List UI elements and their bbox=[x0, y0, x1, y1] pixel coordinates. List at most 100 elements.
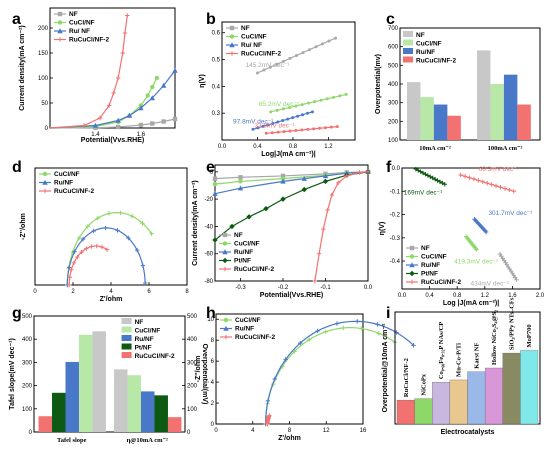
data-point bbox=[154, 75, 160, 81]
data-point bbox=[310, 110, 314, 114]
chart-a: 1.4 1.6 0 50 100 150 200 Potential(Vvs.RHE) Curr… bbox=[19, 7, 178, 144]
y-tick-label: 200 bbox=[388, 119, 399, 125]
data-point bbox=[125, 13, 130, 18]
legend-label: RuCuCl/NF-2 bbox=[241, 51, 281, 58]
bar bbox=[520, 350, 539, 425]
data-point bbox=[329, 192, 335, 198]
x-tick-label: 6 bbox=[147, 289, 151, 295]
data-point bbox=[474, 247, 479, 252]
x-tick-label: 16 bbox=[360, 428, 367, 434]
data-point bbox=[280, 173, 286, 179]
data-point bbox=[344, 173, 349, 179]
data-point bbox=[483, 229, 489, 235]
panel-label-h: h bbox=[206, 305, 216, 322]
data-point bbox=[120, 50, 125, 56]
legend-label: NF bbox=[241, 25, 250, 32]
data-point bbox=[430, 175, 435, 181]
legend-swatch bbox=[121, 326, 132, 333]
y2-tick-label: 100 bbox=[187, 407, 198, 413]
data-point bbox=[89, 244, 94, 249]
y-tick-label: -0.2 bbox=[390, 213, 401, 219]
x-axis-label: Electrocatalysts bbox=[441, 429, 495, 436]
y-tick-label: 50 bbox=[41, 101, 48, 107]
data-point bbox=[115, 75, 121, 81]
data-point bbox=[498, 184, 503, 190]
data-point bbox=[292, 349, 297, 354]
chart-c: 100 200 300 400 500 600 700 Overpotential(mv) 10… bbox=[375, 26, 541, 152]
data-point bbox=[275, 108, 279, 112]
data-point bbox=[306, 127, 310, 131]
legend-marker bbox=[57, 28, 63, 34]
data-point bbox=[305, 111, 309, 115]
legend-label: CuCl/NF bbox=[416, 41, 442, 48]
data-point bbox=[294, 129, 298, 133]
bar bbox=[477, 50, 491, 140]
legend-label: CuCl/NF bbox=[421, 254, 447, 261]
legend-swatch bbox=[403, 31, 413, 37]
data-point bbox=[280, 176, 286, 181]
category-label: Co₀.₆₈Fe₀.₃₂P NAs/CP bbox=[438, 322, 445, 379]
data-point bbox=[94, 243, 99, 249]
x-tick-label: 8 bbox=[185, 289, 189, 295]
y-tick-label: 200 bbox=[22, 384, 33, 390]
data-point bbox=[104, 247, 110, 252]
legend-label: RuCuCl/NF-2 bbox=[235, 334, 275, 341]
data-point bbox=[212, 237, 218, 243]
data-point bbox=[288, 56, 292, 60]
legend-swatch bbox=[121, 352, 132, 358]
data-point bbox=[126, 112, 133, 118]
data-point bbox=[298, 340, 303, 346]
legend-marker bbox=[42, 179, 48, 185]
plot-frame bbox=[401, 167, 541, 290]
data-point bbox=[325, 97, 329, 101]
data-point bbox=[471, 176, 477, 182]
legend-label: NF bbox=[421, 245, 430, 252]
data-point bbox=[281, 107, 285, 111]
panel-label-c: c bbox=[386, 11, 395, 28]
data-point bbox=[332, 95, 336, 99]
legend-label: CuCl/NF bbox=[54, 171, 80, 178]
x-axis-label: Z'/ohm bbox=[278, 435, 301, 442]
data-point bbox=[357, 170, 362, 175]
bar bbox=[517, 104, 531, 140]
x-tick-label: 0 bbox=[214, 428, 218, 434]
data-point bbox=[281, 59, 285, 63]
y-tick-label: 100 bbox=[388, 138, 399, 144]
legend-swatch bbox=[121, 318, 132, 324]
y-tick-label: 200 bbox=[38, 26, 49, 32]
data-point bbox=[106, 103, 112, 108]
x-tick-label: 0.8 bbox=[289, 144, 298, 150]
x-axis-label: Log|J(mA cm⁻²)| bbox=[261, 151, 315, 158]
data-point bbox=[306, 337, 312, 342]
x-tick-label: 4 bbox=[109, 289, 113, 295]
x-tick-label: 12 bbox=[323, 428, 330, 434]
category-label: MoP700 bbox=[526, 324, 533, 347]
data-point bbox=[150, 121, 155, 126]
data-point bbox=[237, 185, 244, 191]
plot-frame bbox=[33, 315, 186, 433]
data-point bbox=[307, 48, 311, 52]
bar bbox=[92, 331, 106, 432]
chart-e: -0.3 -0.2 -0.1 0.0 0 -20 -40 -60 -80 Potential(Vv… bbox=[192, 164, 373, 299]
legend-swatch bbox=[403, 56, 413, 63]
y-axis-label: Current density(mA cm⁻²) bbox=[192, 180, 199, 266]
x-tick-label: 4 bbox=[251, 428, 255, 434]
x-tick-label: 2 bbox=[71, 289, 75, 295]
x-axis-label: Potential(Vvs.RHE) bbox=[260, 292, 323, 299]
legend-label: NF bbox=[135, 319, 144, 326]
data-point bbox=[255, 71, 259, 75]
y-tick-label: 10 bbox=[207, 317, 214, 323]
legend-swatch bbox=[403, 39, 413, 46]
data-point bbox=[329, 125, 333, 129]
y-axis-label: -Z''/ohm bbox=[20, 213, 27, 240]
bar bbox=[484, 367, 503, 425]
data-point bbox=[418, 169, 423, 174]
y-tick-label: 300 bbox=[22, 360, 33, 366]
data-point bbox=[140, 263, 146, 268]
data-point bbox=[142, 280, 148, 286]
data-point bbox=[325, 207, 330, 213]
data-point bbox=[283, 357, 288, 362]
data-point bbox=[432, 177, 438, 182]
data-point bbox=[149, 95, 155, 101]
